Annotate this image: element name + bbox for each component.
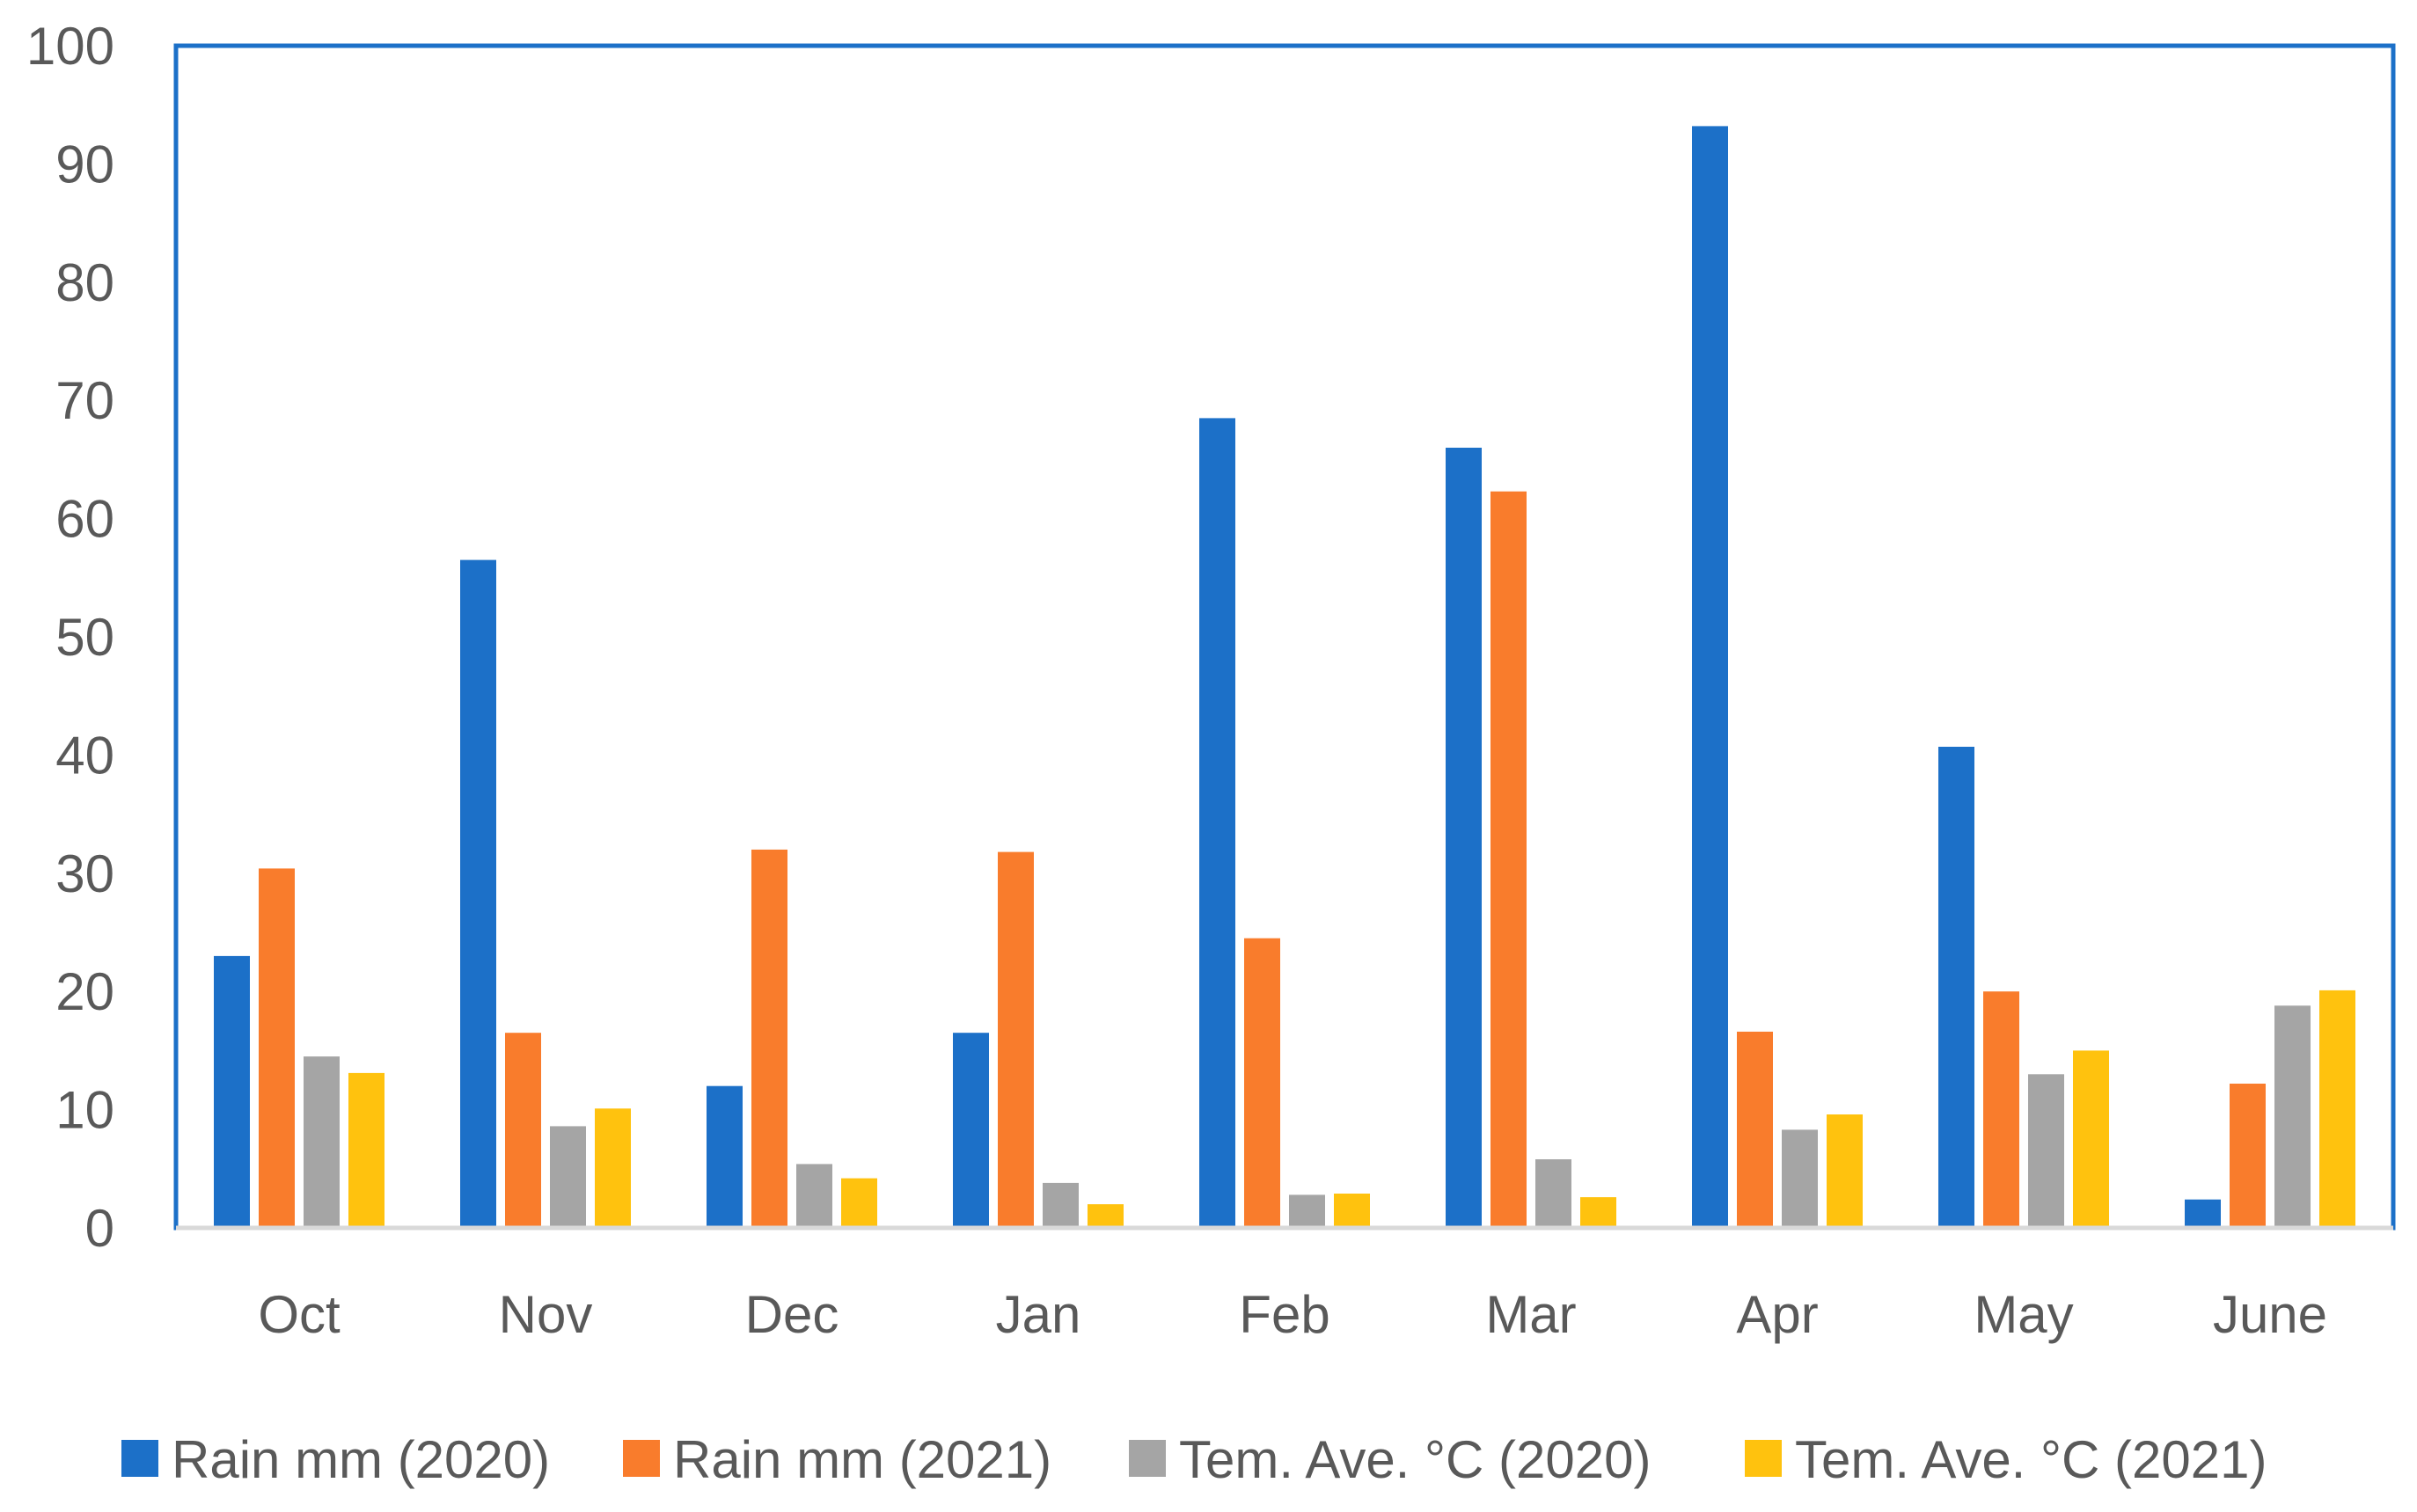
- x-tick-label: Feb: [1239, 1285, 1329, 1344]
- bar-nov-series-1: [460, 559, 496, 1228]
- bar-oct-series-1: [214, 955, 250, 1228]
- y-tick-label: 20: [55, 962, 114, 1021]
- y-tick-label: 100: [26, 17, 114, 76]
- legend-label: Tem. Ave. °C (2020): [1179, 1430, 1651, 1489]
- bar-oct-series-4: [348, 1072, 385, 1228]
- legend: Rain mm (2020) Rain mm (2021) Tem. Ave. °C…: [121, 1430, 2267, 1489]
- y-tick-label: 30: [55, 844, 114, 903]
- bar-feb-series-4: [1334, 1194, 1370, 1228]
- x-tick-label: Oct: [258, 1285, 341, 1344]
- bar-dec-series-1: [707, 1085, 743, 1228]
- y-tick-label: 60: [55, 490, 114, 549]
- bar-apr-series-3: [1782, 1129, 1818, 1228]
- bar-dec-series-4: [841, 1178, 877, 1228]
- bar-jan-series-4: [1088, 1204, 1124, 1228]
- x-tick-label: Mar: [1485, 1285, 1576, 1344]
- bar-mar-series-2: [1490, 491, 1527, 1228]
- y-tick-label: 80: [55, 253, 114, 312]
- bar-feb-series-1: [1199, 418, 1235, 1228]
- bar-nov-series-3: [550, 1126, 586, 1228]
- legend-label: Rain mm (2020): [172, 1430, 550, 1489]
- x-axis-labels: Oct Nov Dec Jan Feb Mar Apr May June: [258, 1285, 2327, 1344]
- y-tick-label: 50: [55, 608, 114, 667]
- legend-swatch: [121, 1440, 158, 1477]
- bar-dec-series-3: [796, 1164, 832, 1228]
- legend-label: Tem. Ave. °C (2021): [1795, 1430, 2267, 1489]
- legend-swatch: [1745, 1440, 1782, 1477]
- x-tick-label: Jan: [996, 1285, 1081, 1344]
- x-tick-label: Apr: [1736, 1285, 1818, 1344]
- y-tick-label: 70: [55, 371, 114, 430]
- legend-swatch: [1129, 1440, 1166, 1477]
- x-tick-label: May: [1974, 1285, 2073, 1344]
- bars: [214, 126, 2355, 1228]
- bar-feb-series-2: [1244, 938, 1280, 1228]
- bar-may-series-4: [2073, 1050, 2109, 1228]
- bar-feb-series-3: [1289, 1194, 1325, 1228]
- bar-may-series-2: [1983, 991, 2019, 1228]
- bar-oct-series-2: [259, 868, 295, 1228]
- x-tick-label: Nov: [499, 1285, 593, 1344]
- bar-may-series-1: [1938, 747, 1974, 1228]
- y-tick-label: 10: [55, 1081, 114, 1140]
- bar-jan-series-1: [953, 1033, 989, 1228]
- x-tick-label: Dec: [745, 1285, 839, 1344]
- x-tick-label: June: [2213, 1285, 2327, 1344]
- bar-mar-series-1: [1446, 448, 1482, 1228]
- y-tick-label: 0: [85, 1199, 114, 1258]
- bar-mar-series-3: [1535, 1159, 1571, 1228]
- y-tick-label: 90: [55, 135, 114, 194]
- bar-apr-series-2: [1737, 1031, 1773, 1228]
- bar-june-series-2: [2230, 1084, 2266, 1228]
- bar-dec-series-2: [751, 849, 787, 1228]
- bar-june-series-3: [2274, 1005, 2311, 1228]
- bar-oct-series-3: [304, 1056, 340, 1228]
- legend-label: Rain mm (2021): [673, 1430, 1051, 1489]
- bar-apr-series-1: [1692, 126, 1728, 1228]
- y-tick-label: 40: [55, 726, 114, 785]
- bar-nov-series-4: [595, 1108, 631, 1228]
- bar-apr-series-4: [1827, 1114, 1863, 1228]
- bar-jan-series-2: [998, 851, 1034, 1228]
- legend-swatch: [623, 1440, 660, 1477]
- bar-nov-series-2: [505, 1033, 541, 1228]
- bar-jan-series-3: [1043, 1182, 1079, 1228]
- bar-june-series-4: [2319, 990, 2355, 1228]
- y-axis-ticks: 0 10 20 30 40 50 60 70 80 90 100: [26, 17, 114, 1258]
- bar-mar-series-4: [1580, 1197, 1616, 1228]
- bar-may-series-3: [2028, 1074, 2064, 1228]
- bar-june-series-1: [2185, 1199, 2221, 1228]
